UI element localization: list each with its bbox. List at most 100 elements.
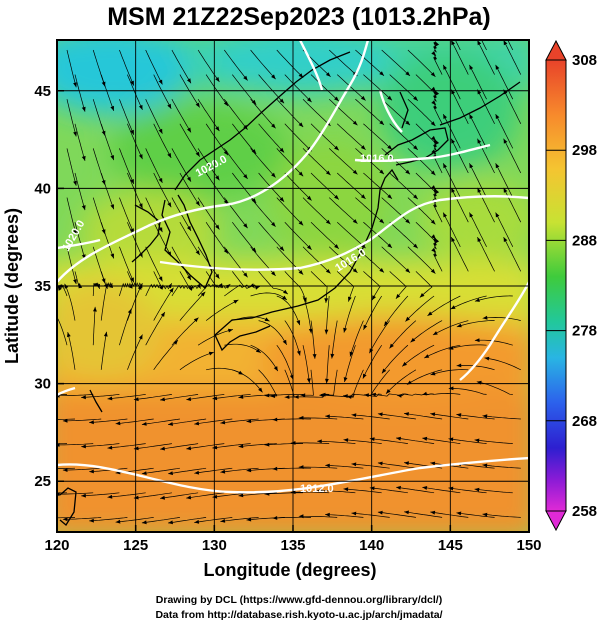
streamline-arrow-328 xyxy=(477,187,482,193)
streamline-116 xyxy=(168,418,207,425)
streamline-221 xyxy=(355,49,385,76)
streamline-81 xyxy=(171,49,192,84)
streamline-57 xyxy=(81,443,120,448)
streamline-arrow-297 xyxy=(396,436,401,441)
streamline-arrow-163 xyxy=(298,122,304,127)
streamline-arrow-264 xyxy=(431,135,436,141)
streamline-272 xyxy=(389,320,417,349)
streamline-142 xyxy=(258,74,285,104)
streamline-arrow-346 xyxy=(503,138,508,144)
streamline-249 xyxy=(381,246,411,273)
streamline-39 xyxy=(57,492,94,495)
isobar-label-2: 1016.0 xyxy=(360,153,394,165)
streamline-94 xyxy=(179,351,214,371)
streamline-281 xyxy=(433,41,438,53)
streamline-arrow-271 xyxy=(384,321,389,327)
streamline-arrow-292 xyxy=(410,337,416,343)
streamline-arrow-278 xyxy=(377,461,383,466)
streamline-46 xyxy=(127,172,143,209)
streamline-arrow-93 xyxy=(193,317,199,323)
streamline-arrow-248 xyxy=(413,243,418,249)
streamline-220 xyxy=(298,515,338,518)
streamline-arrow-308 xyxy=(451,187,455,193)
streamline-310 xyxy=(450,236,469,272)
streamline-arrow-282 xyxy=(431,51,436,56)
streamline-arrow-85 xyxy=(187,176,191,182)
streamline-arrow-65 xyxy=(158,178,163,183)
streamline-161 xyxy=(276,49,304,79)
streamline-arrow-254 xyxy=(364,393,369,398)
streamline-arrow-204 xyxy=(360,145,366,150)
streamline-arrow-326 xyxy=(477,138,482,144)
streamline-89 xyxy=(171,246,192,281)
y-tick-label-25: 25 xyxy=(34,473,51,490)
streamline-279 xyxy=(369,487,408,494)
streamline-71 xyxy=(145,283,164,297)
streamline-arrow-191 xyxy=(308,328,313,334)
x-axis-label: Longitude (degrees) xyxy=(203,560,376,580)
streamline-arrow-197 xyxy=(264,442,270,447)
streamline-arrow-202 xyxy=(360,95,366,101)
streamline-292 xyxy=(410,320,443,343)
y-tick-label-45: 45 xyxy=(34,83,51,100)
streamline-17 xyxy=(57,443,68,445)
streamline-211 xyxy=(325,295,330,335)
colorbar-ticks: 308 298 288 278 268 258 xyxy=(546,52,597,520)
streamline-arrow-249 xyxy=(405,268,410,273)
x-tick-label-150: 150 xyxy=(516,537,541,554)
streamline-218 xyxy=(298,466,338,469)
streamline-153 xyxy=(250,344,279,372)
streamline-arrow-151 xyxy=(282,295,287,300)
streamline-237 xyxy=(317,440,356,444)
streamline-arrow-323 xyxy=(469,64,474,70)
streamline-95 xyxy=(133,394,172,401)
streamline-arrow-126 xyxy=(251,198,257,204)
streamline-arrow-103 xyxy=(215,126,220,132)
streamline-arrow-18 xyxy=(37,466,42,470)
streamline-174 xyxy=(284,369,295,398)
streamline-26 xyxy=(100,172,115,210)
streamline-56 xyxy=(89,418,128,423)
streamline-73 xyxy=(145,311,166,346)
streamline-213 xyxy=(326,345,330,384)
streamline-9 xyxy=(66,246,77,285)
streamline-360 xyxy=(482,513,521,518)
streamline-arrow-166 xyxy=(307,195,312,201)
streamline-arrow-86 xyxy=(195,201,200,206)
streamline-arrow-259 xyxy=(343,487,349,492)
streamline-arrow-159 xyxy=(212,494,218,499)
streamline-358 xyxy=(482,464,521,469)
grid-lines xyxy=(57,40,529,532)
streamline-arrow-152 xyxy=(282,339,287,345)
streamline-305 xyxy=(442,113,461,149)
streamline-325 xyxy=(469,113,487,149)
streamline-331 xyxy=(450,295,487,310)
streamline-109 xyxy=(197,246,220,279)
streamline-arrow-123 xyxy=(243,124,248,130)
streamline-43 xyxy=(119,99,135,135)
streamline-arrow-285 xyxy=(435,139,440,145)
streamline-arrow-141 xyxy=(271,74,276,80)
streamline-arrow-46 xyxy=(138,203,143,209)
streamline-110 xyxy=(205,271,231,289)
streamline-229 xyxy=(355,246,385,273)
streamline-88 xyxy=(179,222,200,256)
streamline-337 xyxy=(448,438,487,444)
streamline-10 xyxy=(74,271,81,287)
streamline-309 xyxy=(442,212,461,247)
streamline-167 xyxy=(276,197,304,226)
colorbar-tick-label-258: 258 xyxy=(572,503,597,520)
streamline-86 xyxy=(179,172,200,207)
streamline-222 xyxy=(363,74,393,101)
streamline-arrow-22 xyxy=(110,105,114,111)
streamline-241 xyxy=(381,49,411,77)
streamline-273 xyxy=(381,344,409,374)
streamline-12 xyxy=(64,283,76,321)
streamline-arrow-133 xyxy=(255,348,261,353)
streamline-336 xyxy=(456,414,495,420)
streamline-289 xyxy=(433,238,438,250)
streamline-315 xyxy=(422,393,461,396)
streamline-214 xyxy=(320,369,338,396)
streamline-54 xyxy=(127,334,143,370)
streamline-arrow-185 xyxy=(325,170,331,176)
